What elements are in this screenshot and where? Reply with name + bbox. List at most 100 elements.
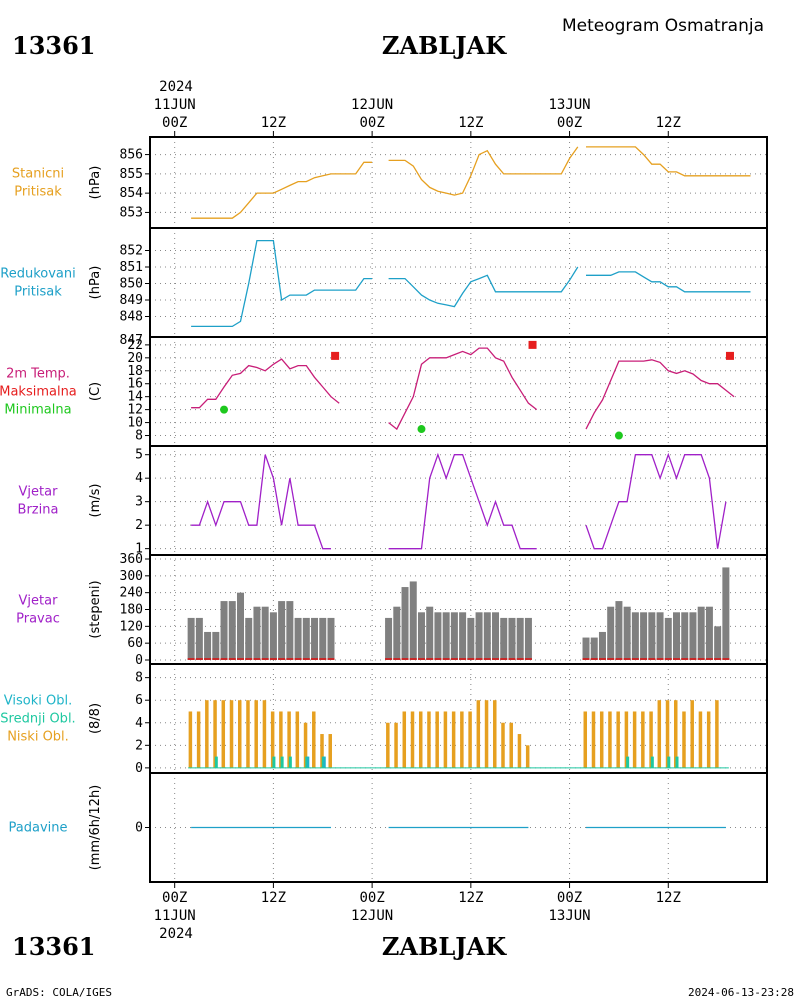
low-cloud-bar [682, 711, 686, 768]
low-cloud-bar [476, 700, 481, 768]
unit-label: (8/8) [88, 703, 103, 734]
wind-dir-bar [582, 637, 590, 660]
low-cloud-bar [443, 711, 448, 768]
station-name-bottom: ZABLJAK [382, 932, 507, 961]
low-cloud-bar [188, 711, 193, 768]
low-cloud-bar [624, 711, 629, 768]
wind-dir-bar-base [516, 658, 524, 660]
series-line-temp [388, 347, 538, 431]
wind-dir-bar [500, 617, 508, 660]
panel-frame [149, 445, 768, 556]
series-line-temp [191, 358, 340, 409]
series-line-pressure [586, 146, 751, 177]
wind-dir-bar-base [286, 658, 294, 660]
mid-cloud-bar [675, 756, 679, 768]
low-cloud-bar [608, 711, 612, 768]
wind-dir-bar-base [401, 658, 409, 660]
wind-dir-bar-base [475, 658, 483, 660]
wind-dir-bar-base [294, 658, 302, 660]
low-cloud-bar [493, 700, 497, 768]
low-cloud-bar [303, 722, 308, 768]
station-id-top: 13361 [12, 31, 96, 60]
wind-dir-bar-base [524, 658, 532, 660]
low-cloud-bar [460, 711, 464, 768]
wind-dir-bar-base [467, 658, 475, 660]
bottom-hour-label: 00Z [359, 890, 384, 906]
y-tick-label: 847 [120, 333, 143, 348]
wind-dir-bar-base [623, 658, 631, 660]
wind-dir-bar [656, 612, 664, 660]
low-cloud-bar [205, 700, 209, 768]
low-cloud-bar [254, 700, 258, 768]
panel-precip: 0 Padavine (mm/6h/12h) [9, 772, 768, 883]
y-tick-label: 22 [127, 338, 143, 353]
series-line-reduced [191, 239, 373, 328]
y-tick-label: 852 [120, 244, 143, 259]
wind-dir-bar [607, 606, 615, 660]
wind-dir-bar-base [385, 658, 393, 660]
wind-dir-bar-base [689, 658, 697, 660]
wind-dir-bar [516, 617, 524, 660]
wind-dir-bar-base [607, 658, 615, 660]
wind-dir-bar [212, 631, 220, 660]
wind-dir-bar [689, 612, 697, 660]
wind-dir-bar-base [615, 658, 623, 660]
wind-dir-bar [302, 617, 310, 660]
panel-label: Brzina [18, 503, 59, 518]
wind-dir-bar [648, 612, 656, 660]
wind-dir-bar-base [673, 658, 681, 660]
bottom-hour-label: 00Z [557, 890, 582, 906]
low-cloud-bar [501, 722, 505, 768]
low-cloud-bar [484, 700, 489, 768]
wind-dir-bar [483, 612, 491, 660]
min-temp-marker [220, 405, 229, 414]
low-cloud-bar [525, 745, 530, 768]
y-tick-label: 854 [120, 186, 144, 201]
panel-frame [149, 136, 768, 229]
low-cloud-bar [287, 711, 291, 768]
high-cloud-bar [323, 756, 326, 768]
wind-dir-bar-base [195, 658, 203, 660]
y-tick-label: 4 [135, 716, 143, 731]
top-hour-label: 00Z [162, 115, 187, 131]
wind-dir-bar [697, 606, 705, 660]
credit-text: GrADS: COLA/IGES [6, 986, 112, 999]
wind-dir-bar [195, 617, 203, 660]
wind-dir-bar [220, 601, 228, 660]
wind-dir-bar-base [582, 658, 590, 660]
max-temp-marker [528, 340, 537, 349]
low-cloud-bar [320, 734, 324, 768]
wind-dir-bar-base [442, 658, 450, 660]
wind-dir-bar-base [631, 658, 639, 660]
y-tick-label: 4 [135, 471, 143, 486]
wind-dir-bar-base [417, 658, 425, 660]
wind-dir-bar-base [664, 658, 672, 660]
wind-dir-bar-base [212, 658, 220, 660]
panel-label: Pritisak [14, 185, 62, 200]
y-tick-label: 120 [120, 619, 143, 634]
low-cloud-bar [435, 711, 439, 768]
panel-wspeed: 1 2 3 4 5 Vjetar Brzina (m/s) [18, 445, 768, 557]
wind-dir-bar [459, 612, 467, 660]
top-noon-label: 12Z [656, 115, 681, 131]
max-temp-marker [725, 351, 734, 360]
panel-frame [149, 772, 768, 883]
y-tick-label: 2 [135, 518, 143, 533]
y-tick-label: 850 [120, 277, 143, 292]
low-cloud-bar [418, 711, 423, 768]
wind-dir-bar [236, 592, 244, 660]
unit-label: (stepeni) [88, 580, 103, 638]
panel-label: Visoki Obl. [4, 694, 72, 709]
bottom-day-label: 11JUN [154, 908, 196, 924]
low-cloud-bar [665, 700, 670, 768]
y-tick-label: 240 [120, 586, 143, 601]
wind-dir-bar-base [656, 658, 664, 660]
y-tick-label: 14 [127, 390, 143, 405]
y-tick-label: 10 [127, 416, 143, 431]
panel-label: Maksimalna [0, 385, 77, 400]
low-cloud-bar [583, 711, 588, 768]
low-cloud-bar [690, 700, 694, 768]
series-line-wspeed [388, 452, 537, 550]
y-tick-label: 3 [135, 495, 143, 510]
